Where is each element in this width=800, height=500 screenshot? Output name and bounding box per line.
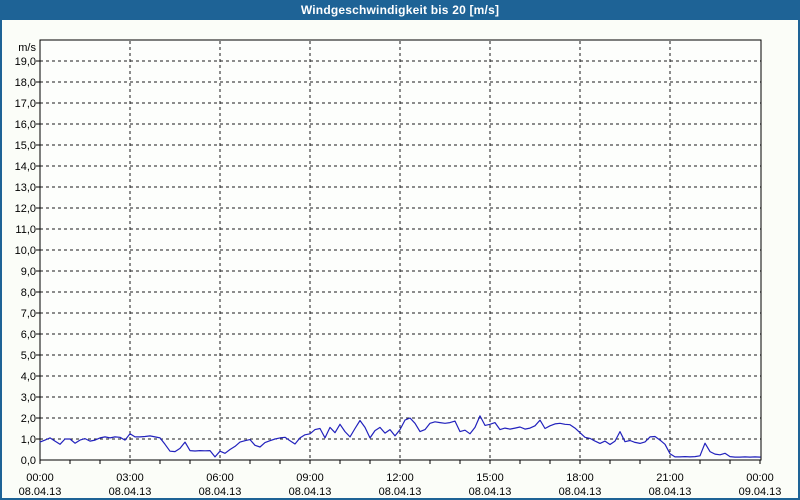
y-tick-label: 14,0	[15, 161, 36, 173]
y-tick-label: 17,0	[15, 98, 36, 110]
x-tick-date-label: 08.04.13	[199, 486, 242, 498]
y-tick-label: 2,0	[21, 413, 36, 425]
y-axis-unit-label: m/s	[18, 42, 36, 54]
x-tick-date-label: 09.04.13	[739, 486, 782, 498]
y-tick-label: 5,0	[21, 350, 36, 362]
x-tick-date-label: 08.04.13	[19, 486, 62, 498]
x-tick-time-label: 09:00	[296, 472, 324, 484]
x-tick-date-label: 08.04.13	[379, 486, 422, 498]
y-tick-label: 7,0	[21, 308, 36, 320]
x-tick-time-label: 03:00	[116, 472, 144, 484]
x-tick-time-label: 18:00	[566, 472, 594, 484]
y-tick-label: 3,0	[21, 392, 36, 404]
x-tick-time-label: 12:00	[386, 472, 414, 484]
x-tick-date-label: 08.04.13	[469, 486, 512, 498]
y-tick-label: 8,0	[21, 287, 36, 299]
y-tick-label: 18,0	[15, 77, 36, 89]
y-tick-label: 12,0	[15, 203, 36, 215]
x-tick-time-label: 00:00	[26, 472, 54, 484]
x-tick-time-label: 21:00	[656, 472, 684, 484]
y-tick-label: 1,0	[21, 434, 36, 446]
wind-speed-series-line	[39, 415, 761, 458]
y-tick-label: 19,0	[15, 56, 36, 68]
x-tick-time-label: 15:00	[476, 472, 504, 484]
x-tick-date-label: 08.04.13	[649, 486, 692, 498]
y-tick-label: 11,0	[15, 224, 36, 236]
y-tick-label: 16,0	[15, 119, 36, 131]
x-tick-date-label: 08.04.13	[289, 486, 332, 498]
y-tick-label: 13,0	[15, 182, 36, 194]
y-tick-label: 0,0	[21, 455, 36, 467]
x-tick-time-label: 00:00	[746, 472, 774, 484]
y-tick-label: 9,0	[21, 266, 36, 278]
y-tick-label: 15,0	[15, 140, 36, 152]
chart-title: Windgeschwindigkeit bis 20 [m/s]	[300, 3, 500, 17]
y-tick-label: 4,0	[21, 371, 36, 383]
x-tick-date-label: 08.04.13	[559, 486, 602, 498]
y-tick-label: 6,0	[21, 329, 36, 341]
x-tick-date-label: 08.04.13	[109, 486, 152, 498]
title-bar: Windgeschwindigkeit bis 20 [m/s]	[0, 0, 800, 20]
x-tick-time-label: 06:00	[206, 472, 234, 484]
y-tick-label: 10,0	[15, 245, 36, 257]
